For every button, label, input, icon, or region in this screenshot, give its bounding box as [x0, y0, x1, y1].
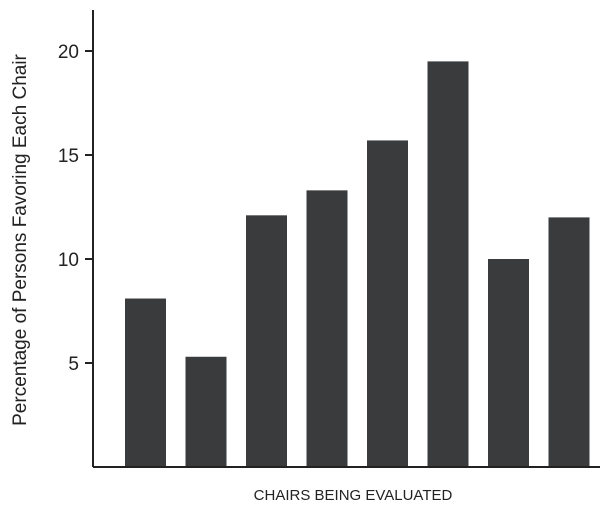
- bar-8: [548, 217, 590, 467]
- y-axis-label: Percentage of Persons Favoring Each Chai…: [10, 53, 31, 425]
- y-tick-label: 20: [58, 42, 79, 63]
- bar-7: [488, 259, 529, 467]
- bar-6: [427, 61, 469, 468]
- bar-4: [306, 190, 348, 468]
- y-tick-label: 10: [58, 250, 79, 271]
- bar-2: [185, 356, 227, 467]
- x-axis-label: CHAIRS BEING EVALUATED: [254, 487, 453, 504]
- y-ticks-group: 5 10 15 20: [58, 42, 93, 375]
- y-tick-label: 5: [68, 354, 79, 375]
- bar-5: [367, 140, 408, 467]
- bars-group: [125, 61, 590, 468]
- bar-3: [246, 215, 287, 467]
- y-tick-label: 15: [58, 146, 79, 167]
- bar-1: [125, 298, 166, 467]
